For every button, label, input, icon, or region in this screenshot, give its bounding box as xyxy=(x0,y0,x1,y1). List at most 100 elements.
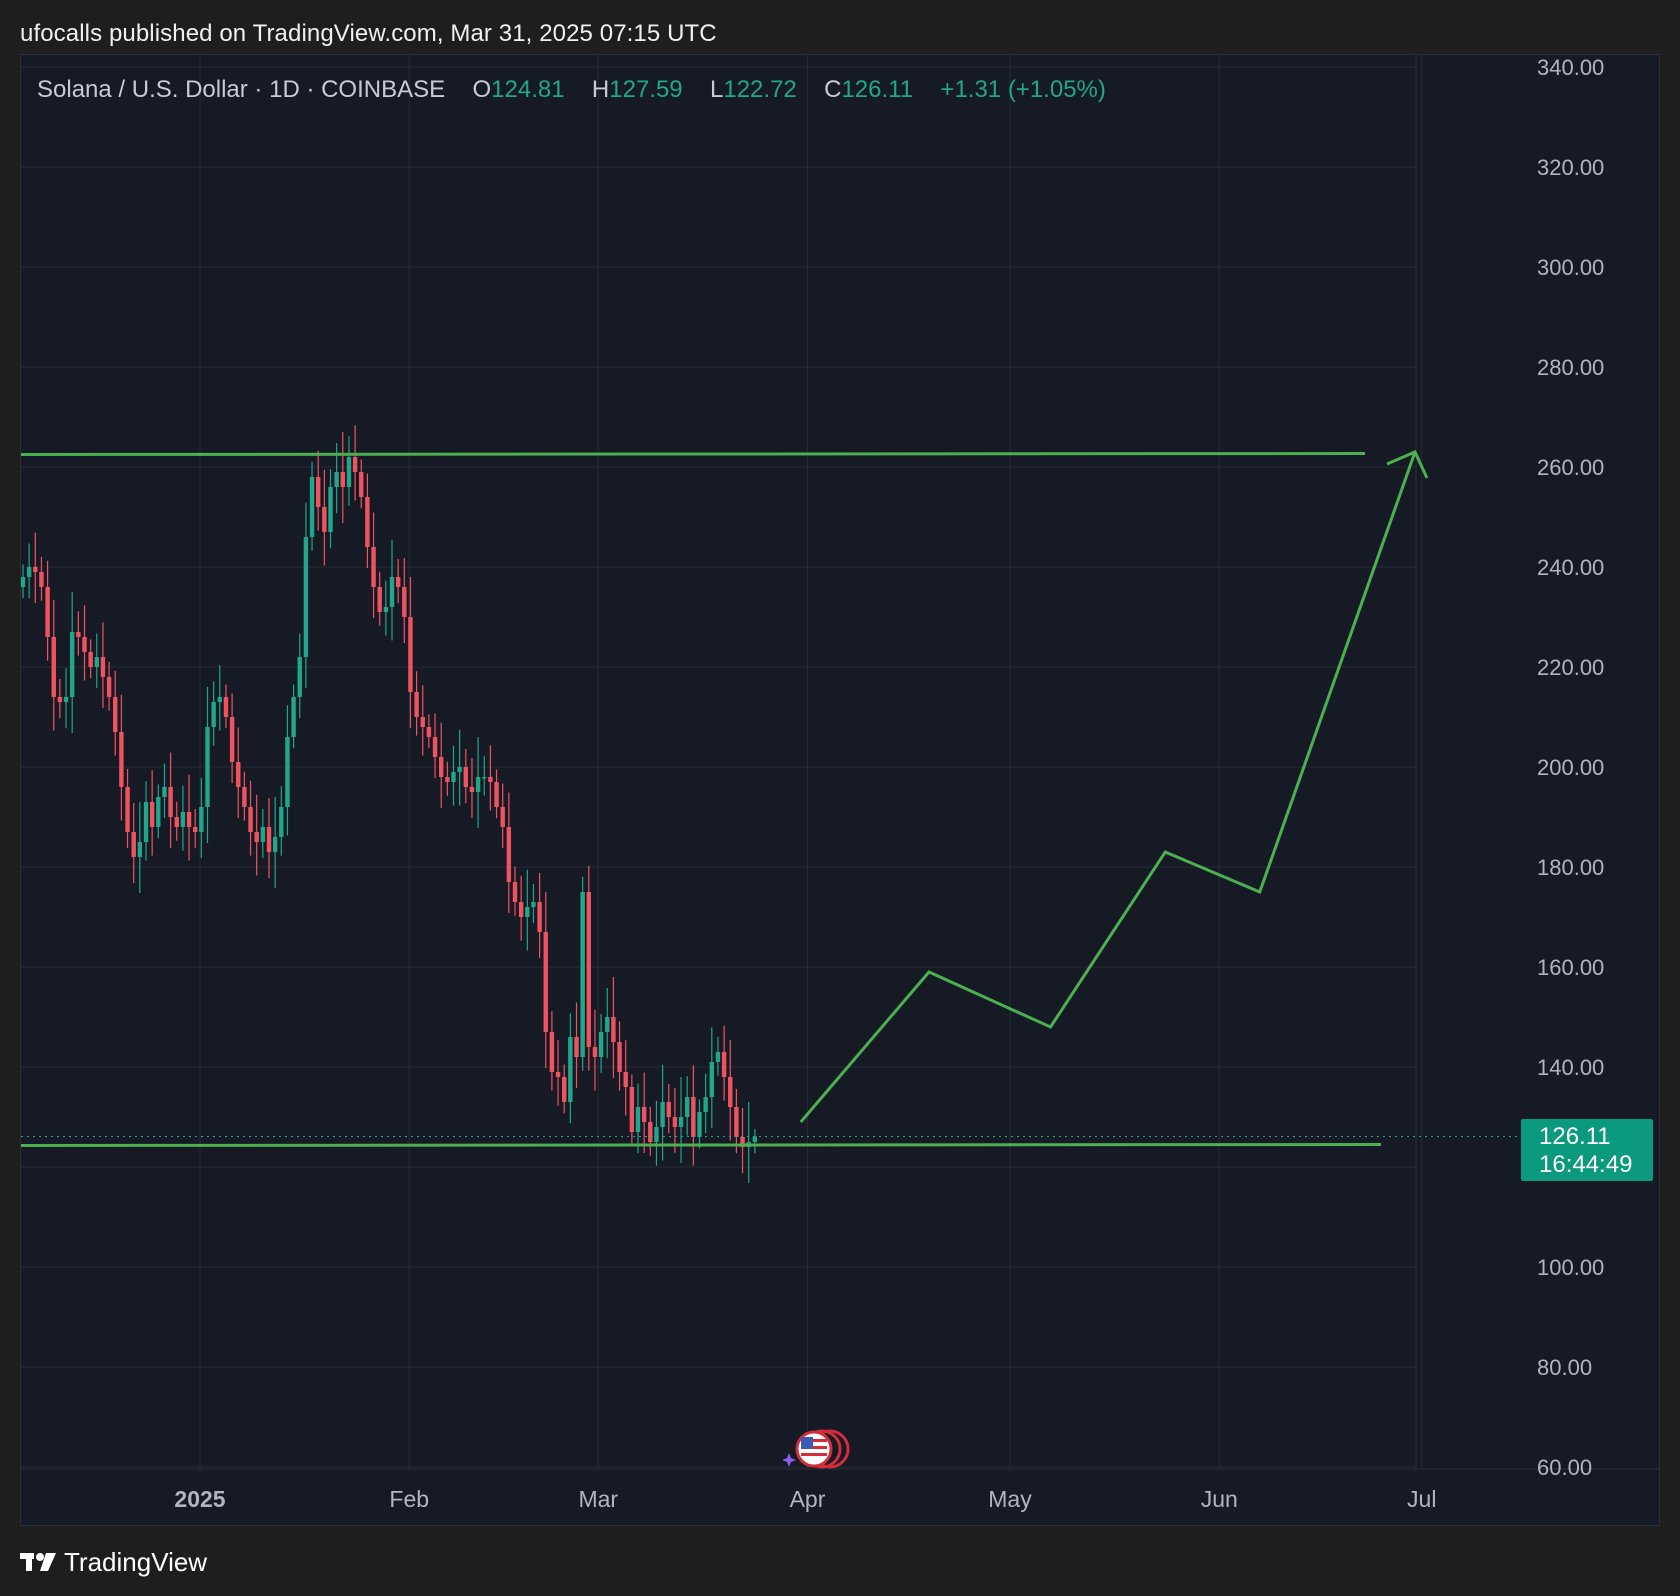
time-tick-label: Feb xyxy=(389,1486,429,1512)
candle-down xyxy=(33,567,38,572)
projection-path xyxy=(799,451,1417,1123)
candle-up xyxy=(482,777,487,779)
candle-down xyxy=(537,902,542,932)
candle-down xyxy=(512,882,518,902)
candle-down xyxy=(119,732,124,787)
bar-countdown: 16:44:49 xyxy=(1539,1151,1633,1178)
candle-up xyxy=(752,1136,758,1142)
candle-up xyxy=(279,807,284,837)
candle-up xyxy=(383,607,389,612)
time-tick-label: Jul xyxy=(1407,1486,1436,1512)
candle-down xyxy=(420,717,425,727)
candle-up xyxy=(63,697,69,702)
candle-down xyxy=(106,677,112,697)
candle-down xyxy=(174,817,179,827)
time-axis: 2025 Feb Mar Apr May Jun Jul xyxy=(174,1486,1436,1512)
low-value: 122.72 xyxy=(723,76,797,103)
candle-up xyxy=(211,702,216,727)
candle-up xyxy=(531,902,536,907)
candle-up xyxy=(678,1117,684,1127)
resistance-line xyxy=(21,452,1366,456)
candle-down xyxy=(402,587,407,617)
candle-up xyxy=(568,1037,573,1102)
chart-grid xyxy=(21,55,1659,1470)
candle-up xyxy=(703,1097,708,1112)
candle-up xyxy=(685,1097,690,1117)
last-price-tag: 126.11 16:44:49 xyxy=(1521,1119,1653,1181)
price-chart[interactable]: 340.00 320.00 300.00 280.00 260.00 240.00 220.… xyxy=(21,55,1660,1526)
candle-down xyxy=(76,632,81,637)
time-tick-label: May xyxy=(988,1486,1032,1512)
candle-down xyxy=(359,472,364,497)
candle-down xyxy=(494,782,499,807)
price-axis: 340.00 320.00 300.00 280.00 260.00 240.00 220.… xyxy=(1537,55,1604,1480)
candle-up xyxy=(525,907,530,917)
candle-down xyxy=(592,1047,598,1057)
price-tick-label: 340.00 xyxy=(1537,55,1604,80)
candle-up xyxy=(598,1032,604,1057)
candle-up xyxy=(137,842,143,857)
candle-up xyxy=(162,787,167,797)
candle-up xyxy=(205,727,210,807)
candle-down xyxy=(617,1042,622,1072)
time-tick-label: Mar xyxy=(578,1486,618,1512)
price-tick-label: 180.00 xyxy=(1537,855,1604,880)
candle-up xyxy=(697,1112,702,1137)
drawings-layer xyxy=(21,450,1521,1147)
chart-area[interactable]: 340.00 320.00 300.00 280.00 260.00 240.00 220.… xyxy=(20,54,1660,1526)
projection-arrowhead xyxy=(1386,450,1429,479)
candle-down xyxy=(629,1087,635,1132)
candle-down xyxy=(88,652,93,667)
candle-down xyxy=(691,1097,696,1137)
candle-down xyxy=(57,697,63,702)
candle-down xyxy=(543,932,548,1032)
price-tick-label: 100.00 xyxy=(1537,1255,1604,1280)
candle-down xyxy=(340,472,345,487)
candle-down xyxy=(426,727,432,737)
candle-up xyxy=(297,657,302,697)
candle-up xyxy=(709,1062,714,1097)
candle-up xyxy=(143,802,149,842)
symbol-name: Solana / U.S. Dollar · 1D · COINBASE xyxy=(37,76,446,103)
change-value: +1.31 (+1.05%) xyxy=(940,76,1106,103)
candle-down xyxy=(562,1077,567,1102)
candle-down xyxy=(242,787,247,807)
candle-up xyxy=(272,837,278,852)
candle-up xyxy=(291,697,296,737)
candle-down xyxy=(365,497,370,547)
candle-up xyxy=(199,807,204,832)
candle-down xyxy=(574,1037,579,1057)
price-tick-label: 260.00 xyxy=(1537,455,1604,480)
footer-brand[interactable]: TradingView xyxy=(20,1546,207,1578)
candle-up xyxy=(654,1127,659,1142)
candle-down xyxy=(734,1107,739,1137)
candle-down xyxy=(549,1032,555,1072)
close-label: C xyxy=(824,76,842,103)
candle-up xyxy=(605,1017,610,1032)
price-tick-label: 160.00 xyxy=(1537,955,1604,980)
candle-down xyxy=(469,787,475,792)
candle-down xyxy=(322,507,327,532)
sparkle-icon xyxy=(783,1453,796,1467)
candle-down xyxy=(316,477,321,507)
candle-down xyxy=(500,807,505,827)
candle-down xyxy=(740,1137,745,1147)
candle-up xyxy=(451,772,456,782)
last-price: 126.11 xyxy=(1539,1123,1611,1150)
price-tick-label: 280.00 xyxy=(1537,355,1604,380)
candle-down xyxy=(149,802,155,827)
candle-down xyxy=(45,587,50,637)
candle-up xyxy=(475,777,481,792)
candle-down xyxy=(488,777,493,782)
candle-up xyxy=(94,657,99,667)
candle-up xyxy=(180,812,186,827)
candle-up xyxy=(26,567,32,577)
candle-down xyxy=(432,737,438,757)
candle-down xyxy=(445,777,450,782)
high-label: H xyxy=(591,76,610,103)
candle-down xyxy=(100,657,106,677)
candle-down xyxy=(408,617,413,692)
economic-events[interactable] xyxy=(783,1425,883,1473)
candle-down xyxy=(131,832,136,857)
candle-down xyxy=(236,762,241,787)
